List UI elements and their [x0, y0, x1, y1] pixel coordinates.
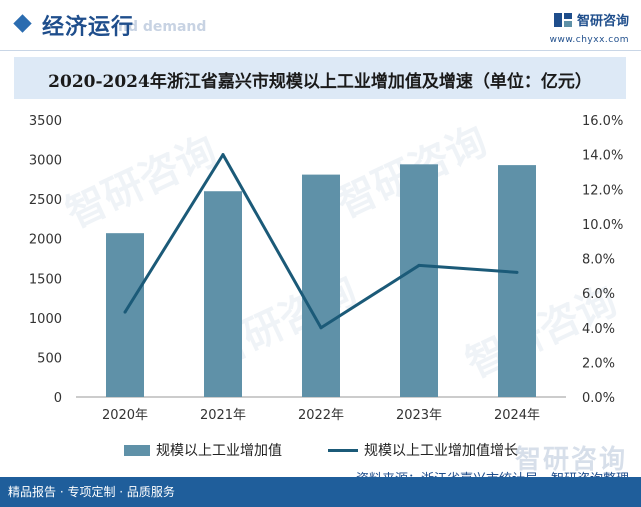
growth-point-2024年 [515, 270, 519, 274]
y-right-tick-label: 6.0% [582, 287, 615, 302]
y-left-tick-label: 2000 [29, 233, 62, 248]
x-tick-label: 2020年 [102, 408, 148, 423]
y-left-tick-label: 0 [54, 391, 62, 406]
page-header: nd demand 经济运行 智研咨询 www.chyxx.com [0, 0, 641, 52]
y-right-tick-label: 4.0% [582, 322, 615, 337]
watermark-bottom: 智研咨询 [514, 445, 627, 475]
y-left-tick-label: 1000 [29, 312, 62, 327]
y-right-tick-label: 0.0% [582, 391, 615, 406]
section-title: 经济运行 [42, 15, 135, 40]
growth-point-2023年 [417, 263, 421, 267]
x-tick-label: 2023年 [396, 408, 442, 423]
y-right-tick-label: 2.0% [582, 356, 615, 371]
bar-2022年 [302, 174, 340, 397]
brand-logo-icon [553, 12, 572, 27]
chart-title: 2020-2024年浙江省嘉兴市规模以上工业增加值及增速（单位：亿元） [48, 72, 592, 92]
brand-name: 智研咨询 [576, 14, 629, 29]
x-tick-label: 2022年 [298, 408, 344, 423]
bar-2023年 [400, 164, 438, 397]
y-left-tick-label: 3500 [29, 114, 62, 129]
chart-title-band: 2020-2024年浙江省嘉兴市规模以上工业增加值及增速（单位：亿元） [14, 57, 626, 99]
growth-point-2022年 [319, 326, 323, 330]
brand-block: 智研咨询 www.chyxx.com [550, 10, 629, 45]
y-left-tick-label: 500 [37, 351, 62, 366]
y-left-tick-label: 1500 [29, 272, 62, 287]
x-tick-label: 2024年 [494, 408, 540, 423]
legend-bar-swatch [124, 444, 150, 456]
combo-chart: 0 500 1000 1500 2000 2500 3000 3500 0.0% 2.0% 4.0%… [29, 114, 623, 423]
page-footer: 精品报告 · 专项定制 · 品质服务 [0, 477, 641, 507]
header-divider [0, 50, 641, 51]
y-left-tick-label: 2500 [29, 193, 62, 208]
bar-2021年 [204, 191, 242, 397]
chart-legend: 规模以上工业增加值 规模以上工业增加值增长 [0, 440, 641, 460]
legend-line-swatch [328, 448, 358, 452]
y-right-tick-label: 14.0% [582, 149, 623, 164]
y-left-tick-label: 3000 [29, 154, 62, 169]
legend-line-label: 规模以上工业增加值增长 [364, 443, 518, 459]
legend-item-bar: 规模以上工业增加值 [124, 440, 282, 460]
growth-point-2020年 [123, 310, 127, 314]
footer-text: 精品报告 · 专项定制 · 品质服务 [8, 485, 175, 499]
growth-point-2021年 [221, 153, 225, 157]
x-tick-label: 2021年 [200, 408, 246, 423]
legend-item-line: 规模以上工业增加值增长 [328, 440, 518, 460]
bar-2024年 [498, 165, 536, 397]
section-title-en: nd demand [118, 19, 207, 35]
brand-url: www.chyxx.com [549, 35, 629, 45]
legend-bar-label: 规模以上工业增加值 [156, 443, 282, 459]
y-right-tick-label: 8.0% [582, 253, 615, 268]
bar-2020年 [106, 233, 144, 397]
y-right-tick-label: 10.0% [582, 218, 623, 233]
y-right-tick-label: 16.0% [582, 114, 623, 129]
y-right-tick-label: 12.0% [582, 183, 623, 198]
